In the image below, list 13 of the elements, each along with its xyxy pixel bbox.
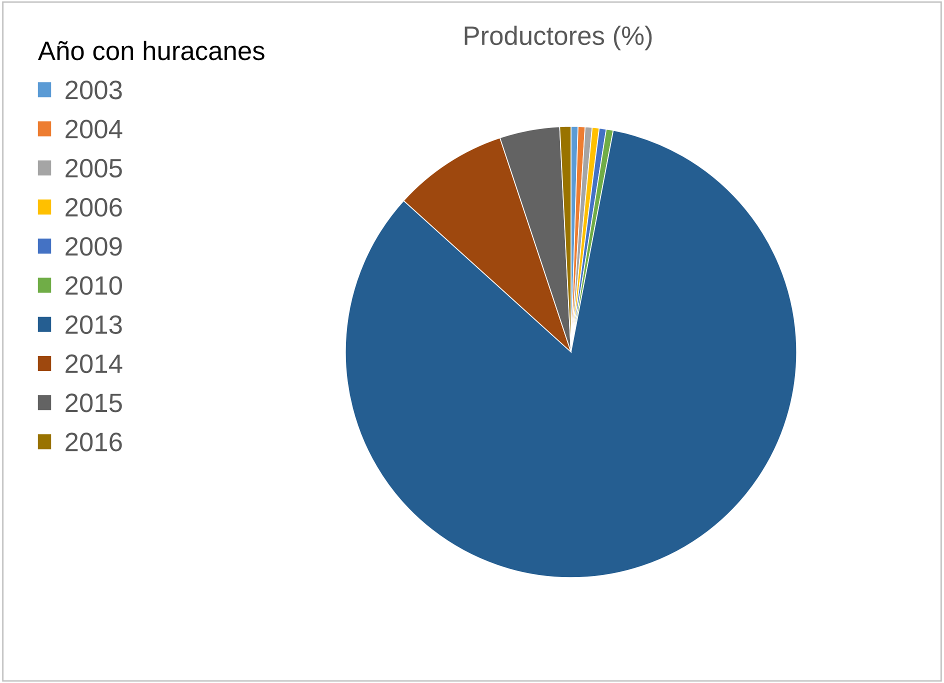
legend-label: 2004 <box>66 120 122 138</box>
legend-label: 2005 <box>66 158 122 178</box>
pie-slice <box>344 130 797 578</box>
legend-title: Año con huracanes <box>38 40 264 60</box>
legend-label: 2009 <box>66 237 122 256</box>
legend-label: 2013 <box>66 315 122 334</box>
legend-label: 2016 <box>66 432 122 452</box>
chart-title: Productores (%) <box>464 26 652 50</box>
legend-label: 2015 <box>66 394 122 412</box>
legend-label: 2003 <box>66 80 122 100</box>
legend-label: 2014 <box>66 354 122 374</box>
legend-label: 2010 <box>66 276 122 295</box>
legend-label: 2006 <box>66 198 122 217</box>
